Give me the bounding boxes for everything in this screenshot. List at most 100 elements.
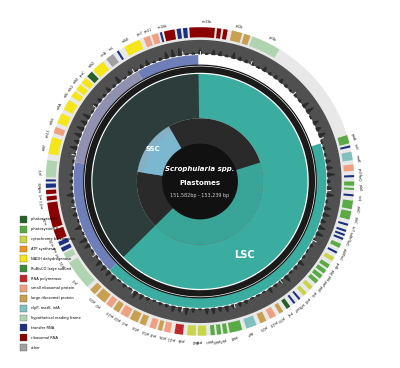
Text: hypothetical reading frame: hypothetical reading frame — [31, 316, 80, 320]
Polygon shape — [82, 78, 93, 89]
Polygon shape — [77, 127, 84, 131]
Text: petB: petB — [195, 339, 202, 343]
Polygon shape — [113, 85, 116, 88]
Text: rpoA: rpoA — [178, 337, 185, 342]
Polygon shape — [340, 209, 351, 220]
Polygon shape — [153, 300, 156, 301]
Polygon shape — [46, 160, 57, 177]
Polygon shape — [138, 127, 200, 181]
Text: petD: petD — [191, 339, 198, 343]
Polygon shape — [61, 244, 72, 252]
Polygon shape — [117, 50, 124, 60]
Polygon shape — [70, 146, 77, 150]
Polygon shape — [212, 50, 215, 55]
Bar — [20, 245, 28, 252]
Polygon shape — [249, 36, 280, 58]
Polygon shape — [178, 48, 182, 56]
Polygon shape — [342, 199, 353, 209]
Text: NADH dehydrogenase: NADH dehydrogenase — [31, 257, 71, 261]
Text: petG: petG — [302, 297, 310, 304]
Polygon shape — [128, 71, 132, 75]
Polygon shape — [330, 240, 341, 248]
Polygon shape — [185, 308, 188, 315]
Polygon shape — [344, 187, 354, 190]
Polygon shape — [153, 61, 156, 63]
Polygon shape — [178, 307, 182, 312]
Polygon shape — [198, 325, 206, 336]
Polygon shape — [306, 250, 308, 252]
Polygon shape — [198, 49, 202, 54]
Polygon shape — [46, 184, 56, 188]
Polygon shape — [323, 213, 330, 216]
Text: psbB: psbB — [230, 335, 238, 340]
Text: matK: matK — [355, 155, 360, 163]
Polygon shape — [262, 291, 265, 293]
Polygon shape — [216, 324, 221, 335]
Polygon shape — [310, 116, 312, 119]
Polygon shape — [294, 95, 296, 97]
Polygon shape — [244, 60, 247, 63]
Text: 60k: 60k — [280, 281, 286, 287]
Text: other: other — [31, 346, 40, 350]
Text: rps15: rps15 — [45, 129, 51, 138]
Text: ATP synthesis: ATP synthesis — [31, 247, 55, 251]
Polygon shape — [54, 127, 65, 136]
Text: rps7: rps7 — [137, 31, 144, 37]
Polygon shape — [326, 160, 330, 163]
Polygon shape — [101, 266, 106, 270]
Polygon shape — [70, 173, 72, 177]
Polygon shape — [140, 65, 144, 68]
Polygon shape — [238, 57, 241, 61]
Text: rps8: rps8 — [149, 331, 157, 337]
Polygon shape — [75, 71, 143, 164]
Text: rrn23: rrn23 — [43, 216, 48, 225]
Polygon shape — [83, 232, 84, 235]
Polygon shape — [289, 270, 292, 273]
Polygon shape — [343, 164, 354, 171]
Text: rpl20: rpl20 — [258, 324, 267, 331]
Polygon shape — [98, 99, 102, 102]
Polygon shape — [71, 91, 83, 102]
Polygon shape — [159, 58, 162, 61]
Text: psbD: psbD — [354, 205, 360, 213]
Polygon shape — [144, 36, 153, 47]
Polygon shape — [284, 85, 287, 88]
Polygon shape — [297, 286, 307, 296]
Text: ndhA: ndhA — [56, 102, 63, 111]
Bar — [20, 344, 28, 351]
Text: trnS: trnS — [356, 195, 361, 201]
Polygon shape — [210, 325, 215, 335]
Text: rrn16b: rrn16b — [157, 24, 168, 30]
Text: SSC: SSC — [146, 146, 160, 152]
Polygon shape — [92, 74, 308, 289]
Text: trnT: trnT — [350, 224, 355, 231]
Polygon shape — [333, 234, 344, 240]
Polygon shape — [58, 238, 69, 246]
Text: cytochrome b/f complex: cytochrome b/f complex — [31, 237, 75, 241]
Polygon shape — [138, 55, 198, 80]
Text: ycf15: ycf15 — [60, 259, 67, 268]
Polygon shape — [250, 63, 254, 66]
Text: trnY: trnY — [346, 235, 352, 242]
Polygon shape — [115, 77, 121, 83]
Text: ycf2: ycf2 — [72, 277, 79, 284]
Polygon shape — [83, 114, 90, 119]
Text: clpP, matK, infA: clpP, matK, infA — [31, 306, 59, 310]
Polygon shape — [312, 269, 322, 279]
Polygon shape — [74, 133, 82, 137]
Polygon shape — [327, 166, 332, 170]
Polygon shape — [232, 52, 235, 59]
Polygon shape — [80, 238, 87, 243]
Text: ycf1: ycf1 — [39, 168, 43, 175]
Polygon shape — [73, 206, 76, 210]
Polygon shape — [344, 194, 354, 197]
Polygon shape — [93, 62, 109, 77]
Polygon shape — [218, 52, 222, 56]
Text: RNA polymerase: RNA polymerase — [31, 277, 61, 280]
Text: trnR: trnR — [39, 186, 43, 192]
Polygon shape — [313, 121, 318, 125]
Text: psbK: psbK — [357, 184, 361, 191]
Text: psbC: psbC — [352, 216, 357, 224]
Polygon shape — [76, 84, 88, 95]
Polygon shape — [244, 300, 247, 304]
